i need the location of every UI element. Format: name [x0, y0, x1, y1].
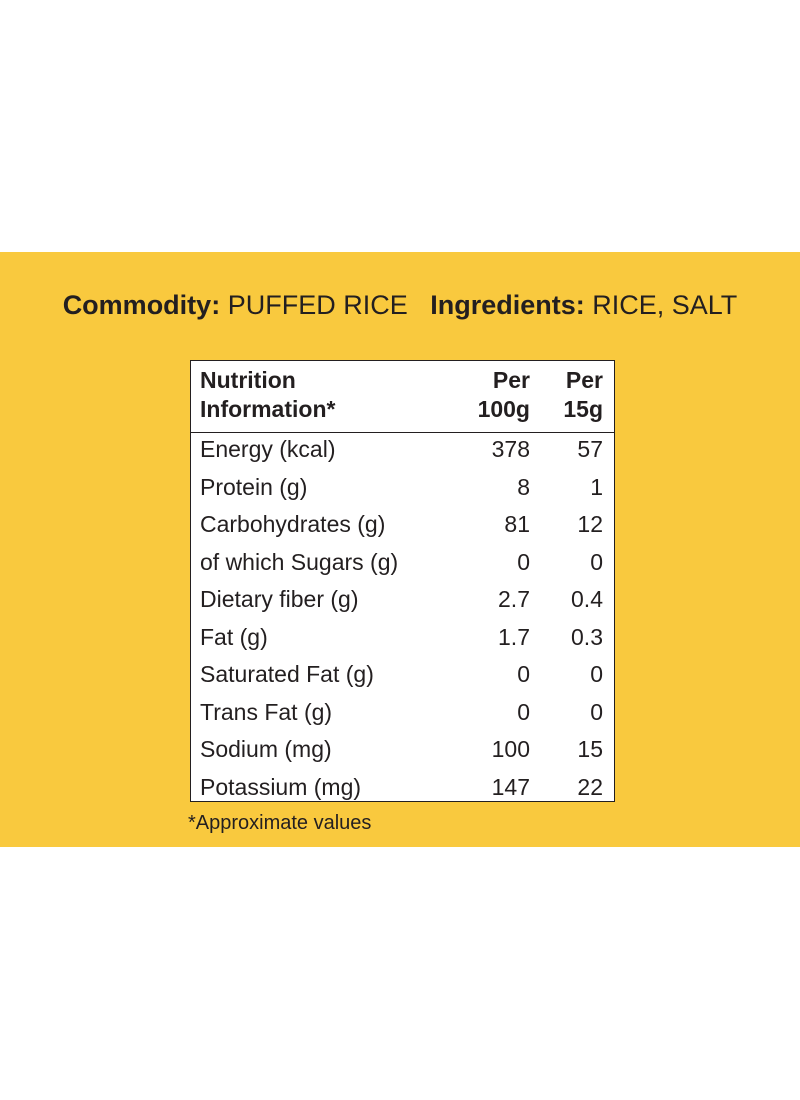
row-value: 0 — [517, 698, 530, 725]
commodity-label: Commodity: — [62, 290, 221, 320]
column-header: Information* — [200, 396, 336, 422]
row-value: 22 — [577, 773, 603, 800]
header-rule — [191, 432, 614, 433]
row-value: 15 — [577, 736, 603, 762]
row-label: Sodium (mg) — [200, 736, 332, 762]
row-label: Potassium (mg) — [200, 773, 362, 800]
row-value: 0 — [590, 548, 603, 575]
ingredients: RICE, SALT — [592, 290, 738, 320]
row-label: Fat (g) — [200, 623, 268, 650]
column-header: 100g — [477, 396, 530, 422]
row-value: 1 — [590, 473, 603, 500]
row-value: 81 — [504, 511, 530, 537]
row-value: 0.3 — [571, 623, 603, 650]
row-label: Carbohydrates (g) — [200, 511, 386, 537]
row-value: 147 — [491, 773, 530, 800]
row-value: 12 — [577, 511, 603, 537]
row-value: 378 — [491, 436, 530, 462]
row-label: Trans Fat (g) — [200, 698, 333, 725]
row-label: Protein (g) — [200, 473, 308, 500]
row-value: 1.7 — [498, 623, 530, 650]
column-header: Nutrition — [200, 367, 296, 393]
row-value: 2.7 — [498, 586, 530, 612]
row-value: 0 — [517, 661, 530, 687]
headline: Commodity: PUFFED RICE Ingredients: RICE… — [0, 290, 800, 321]
row-label: Dietary fiber (g) — [200, 586, 359, 612]
column-header: Per — [492, 367, 530, 393]
row-label: Energy (kcal) — [200, 436, 336, 462]
row-label: of which Sugars (g) — [200, 548, 399, 575]
row-value: 100 — [491, 736, 530, 762]
footnote: *Approximate values — [188, 812, 372, 834]
ingredients-label: Ingredients: — [430, 290, 585, 320]
column-header: 15g — [563, 396, 603, 422]
row-value: 0 — [517, 548, 530, 575]
row-label: Saturated Fat (g) — [200, 661, 374, 687]
nutrition-table: Nutrition Information* Per 100g Per 15g Energy… — [190, 360, 615, 802]
column-header: Per — [565, 367, 603, 393]
row-value: 8 — [517, 473, 530, 500]
row-value: 0 — [590, 698, 603, 725]
row-value: 57 — [577, 436, 603, 462]
row-value: 0 — [590, 661, 603, 687]
row-value: 0.4 — [571, 586, 603, 612]
commodity: PUFFED RICE — [227, 290, 408, 320]
